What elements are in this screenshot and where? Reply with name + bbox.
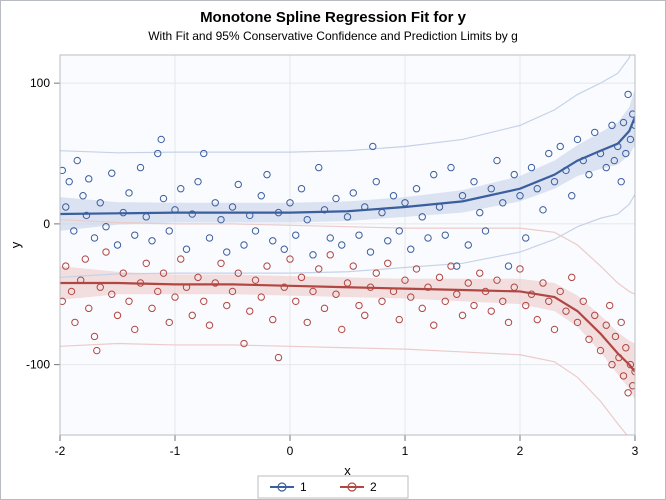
x-tick-label: -1 <box>170 444 181 458</box>
chart-subtitle: With Fit and 95% Conservative Confidence… <box>148 29 518 43</box>
y-tick-label: 100 <box>30 76 50 90</box>
legend-label: 2 <box>370 480 377 494</box>
x-tick-label: 3 <box>632 444 639 458</box>
y-tick-label: 0 <box>43 217 50 231</box>
y-axis-label: y <box>8 241 23 248</box>
x-tick-label: -2 <box>55 444 66 458</box>
x-tick-label: 1 <box>402 444 409 458</box>
x-tick-label: 2 <box>517 444 524 458</box>
chart-container: Monotone Spline Regression Fit for y With… <box>0 0 666 500</box>
y-tick-label: -100 <box>26 358 50 372</box>
legend-label: 1 <box>300 480 307 494</box>
chart-svg: Monotone Spline Regression Fit for y With… <box>0 0 666 500</box>
x-tick-label: 0 <box>287 444 294 458</box>
chart-title: Monotone Spline Regression Fit for y <box>200 9 467 26</box>
